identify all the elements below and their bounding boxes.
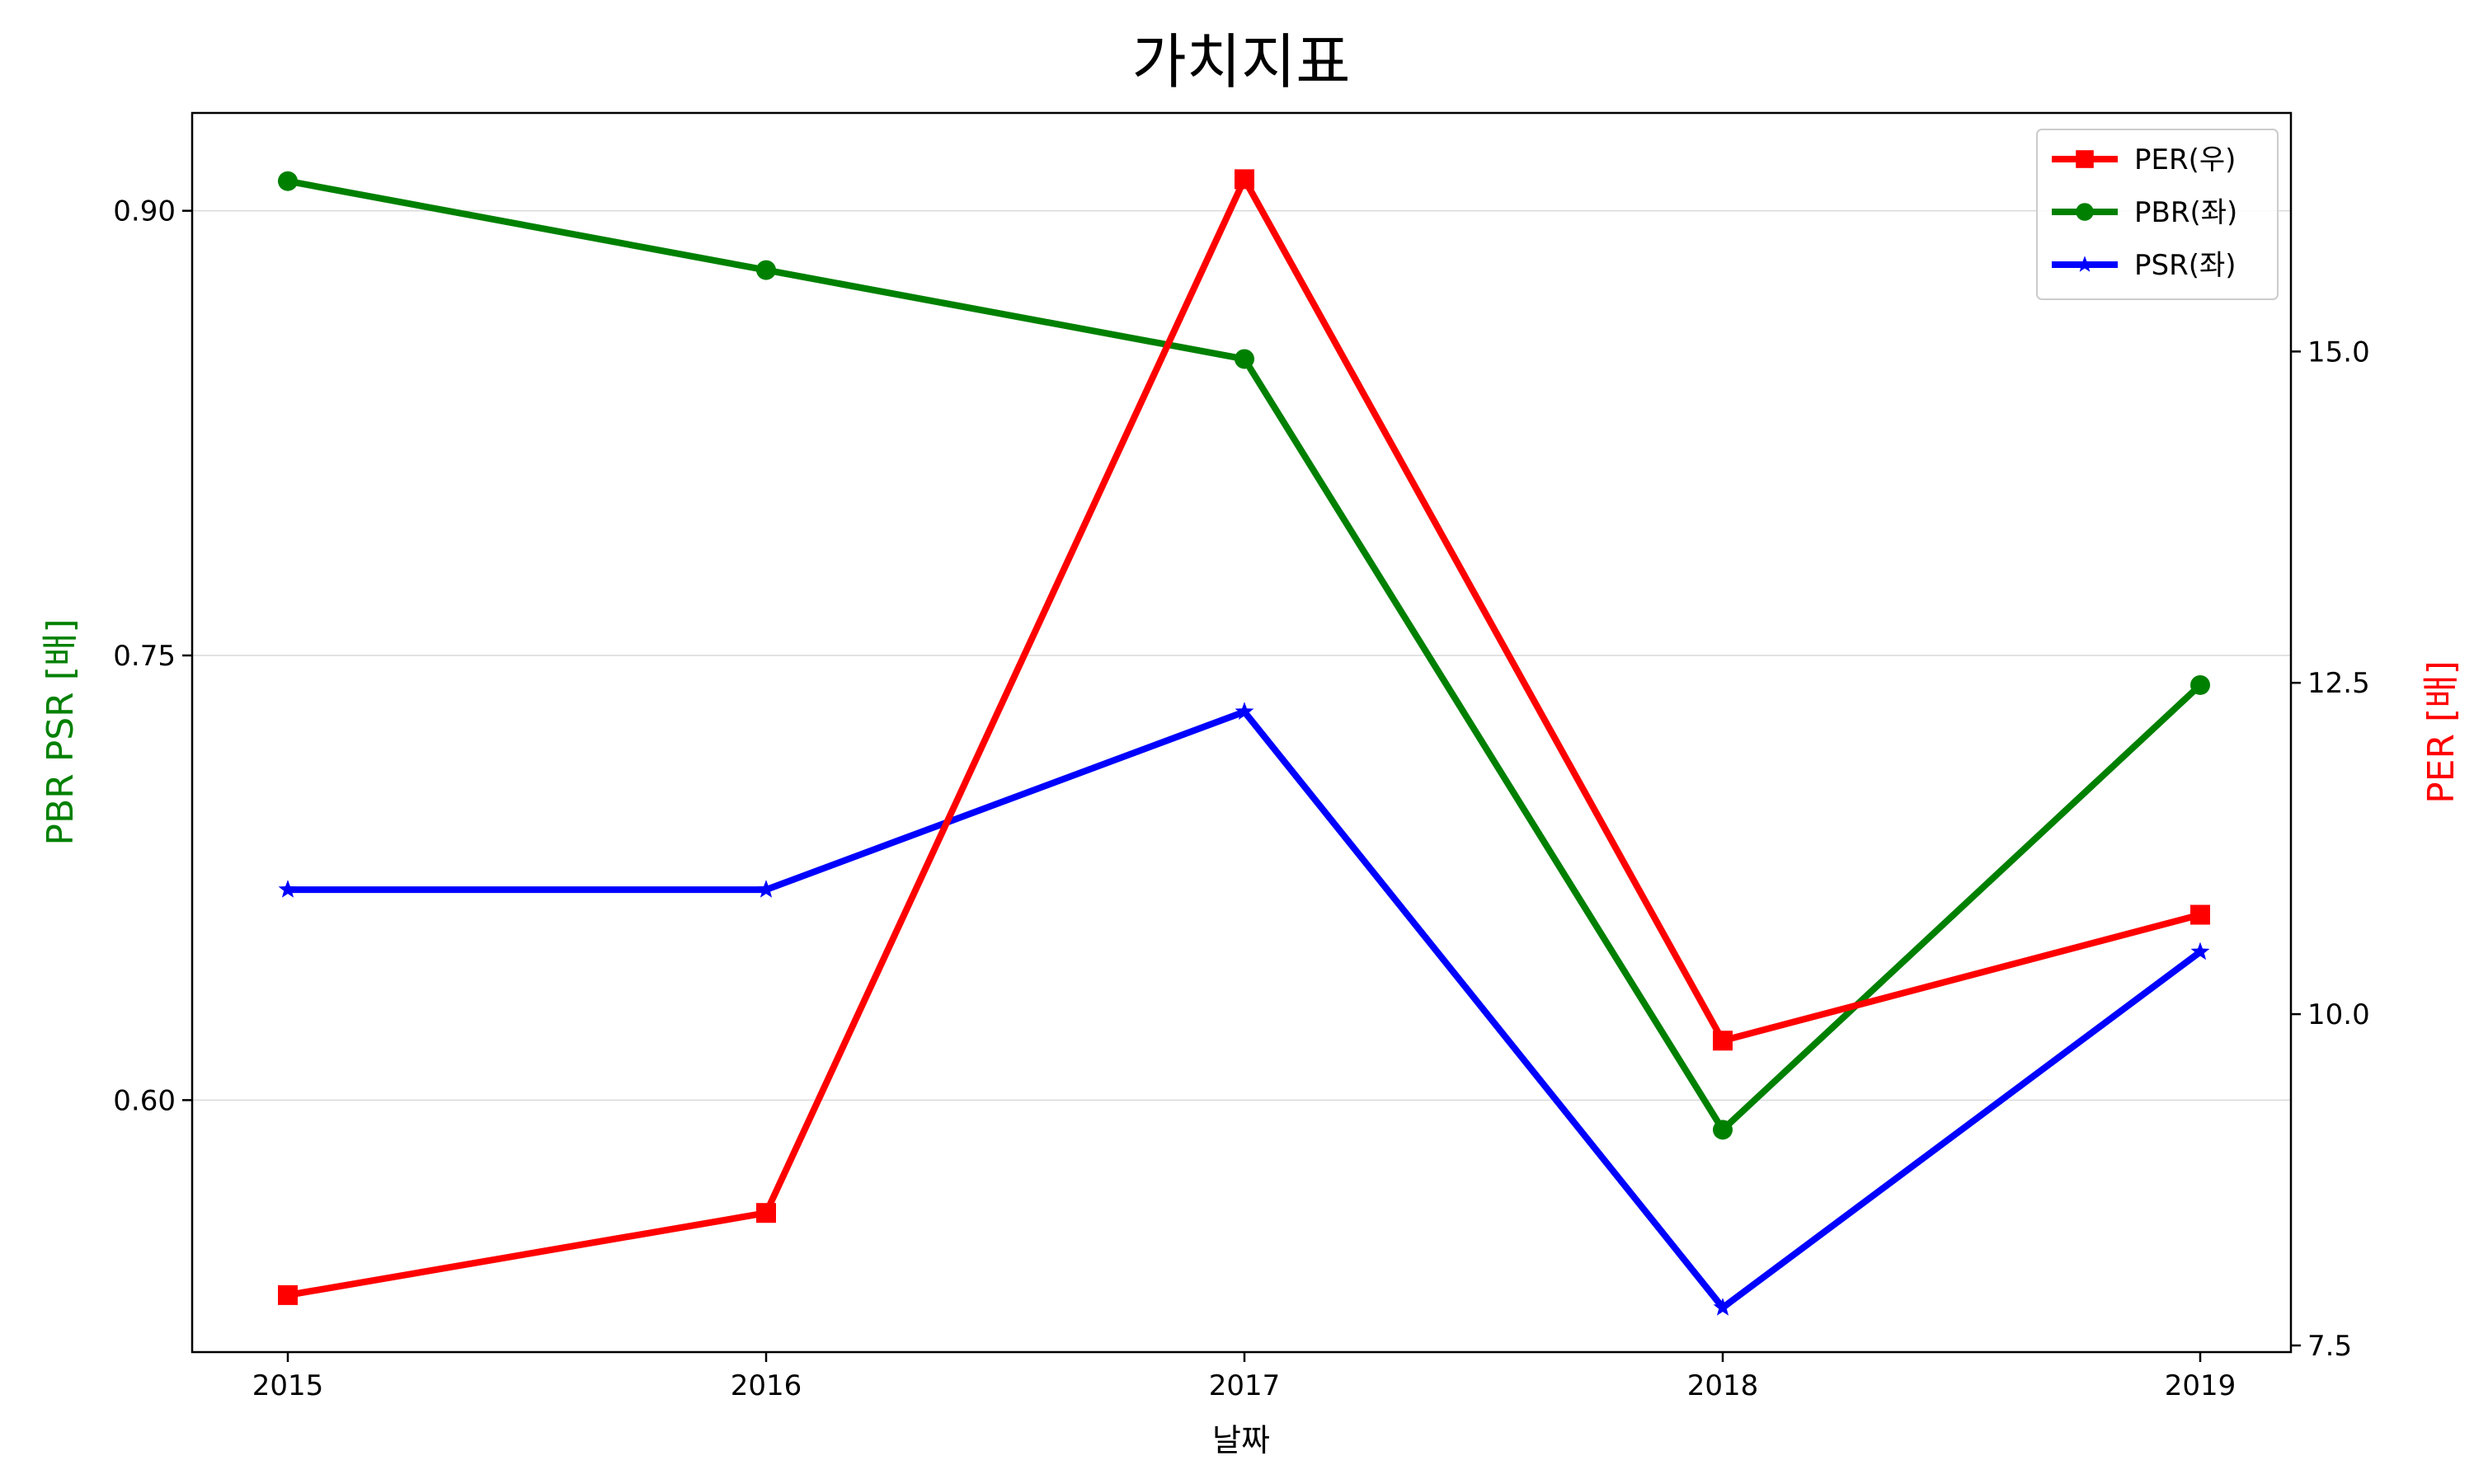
- data-point: [2190, 942, 2210, 960]
- x-tick-label: 2019: [2165, 1369, 2236, 1402]
- data-point: [756, 1203, 776, 1223]
- legend-marker: [2076, 203, 2094, 221]
- data-point: [278, 880, 298, 898]
- legend: PER(우) PBR(좌) PSR(좌): [2036, 129, 2279, 300]
- right-tick-label: 12.5: [2307, 667, 2370, 700]
- right-tick-label: 10.0: [2307, 998, 2370, 1031]
- left-tick-label: 0.90: [113, 195, 176, 228]
- legend-label: PER(우): [2134, 143, 2236, 176]
- plot-frame: [190, 111, 2293, 1354]
- right-tick-label: 7.5: [2307, 1330, 2352, 1363]
- right-tick-label: 15.0: [2307, 336, 2370, 369]
- data-point: [2190, 674, 2210, 695]
- legend-marker: [2076, 150, 2094, 168]
- legend-label: PBR(좌): [2134, 196, 2237, 229]
- legend-marker: [2076, 256, 2094, 272]
- legend-frame: [2036, 129, 2279, 300]
- data-point: [756, 260, 776, 280]
- data-point: [1713, 1298, 1733, 1316]
- data-point: [756, 880, 776, 898]
- series-group: [278, 169, 2210, 1305]
- data-point: [1235, 349, 1254, 369]
- data-point: [1713, 1031, 1733, 1051]
- series-group: [278, 171, 2210, 1140]
- data-point: [1235, 702, 1254, 720]
- data-point: [278, 171, 298, 191]
- chart-title: 가치지표: [1132, 27, 1351, 96]
- data-point: [2190, 904, 2210, 925]
- data-point: [1713, 1120, 1733, 1140]
- data-point: [278, 1284, 298, 1305]
- x-axis-label: 날짜: [1212, 1422, 1270, 1458]
- x-tick-label: 2015: [252, 1369, 324, 1402]
- x-tick-label: 2016: [731, 1369, 802, 1402]
- right-axis-label: PER [배]: [2420, 660, 2462, 804]
- left-tick-label: 0.60: [113, 1084, 176, 1117]
- x-tick-label: 2018: [1687, 1369, 1759, 1402]
- left-tick-label: 0.75: [113, 640, 176, 673]
- legend-label: PSR(좌): [2134, 249, 2236, 282]
- series-group: [278, 702, 2210, 1316]
- left-axis-label: PBR PSR [배]: [40, 618, 82, 845]
- x-tick-label: 2017: [1209, 1369, 1281, 1402]
- data-point: [1235, 169, 1254, 190]
